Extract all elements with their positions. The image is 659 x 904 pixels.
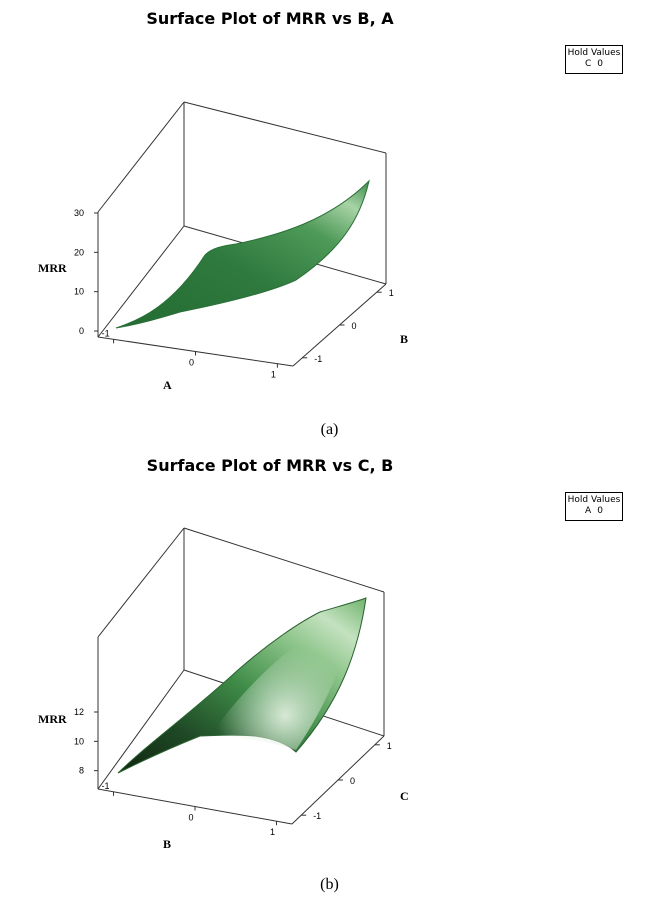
x-tick-label: -1 — [102, 328, 110, 338]
y-tick-label: 0 — [350, 776, 355, 786]
x-tick-label: 0 — [189, 358, 194, 368]
figure-caption: (a) — [0, 421, 659, 439]
y-axis-label: B — [400, 332, 408, 346]
y-tick-label: 1 — [389, 288, 394, 298]
x-tick-label: 0 — [188, 813, 193, 823]
surface-plot-b: Surface Plot of MRR vs C, B Hold Values … — [0, 452, 659, 892]
x-axis-label: A — [163, 378, 172, 392]
box-edge — [98, 102, 184, 212]
z-tick-label: 10 — [74, 736, 84, 746]
y-axis-label: C — [400, 789, 409, 803]
z-tick-label: 20 — [74, 247, 84, 257]
z-axis-label: MRR — [38, 712, 67, 726]
box-edge — [98, 528, 184, 637]
z-axis-label: MRR — [38, 261, 67, 275]
x-tick-label: 1 — [270, 827, 275, 837]
y-tick-label: -1 — [314, 354, 322, 364]
z-tick-label: 10 — [74, 287, 84, 297]
z-tick-label: 12 — [74, 707, 84, 717]
y-tick-label: 1 — [387, 741, 392, 751]
surface-plot-a: Surface Plot of MRR vs B, A Hold Values … — [0, 0, 659, 440]
z-tick-label: 30 — [74, 208, 84, 218]
surface-mesh — [116, 181, 369, 328]
y-tick-label: 0 — [352, 321, 357, 331]
x-tick-label: -1 — [102, 781, 110, 791]
plot-area: 8 10 12 -1 0 1 -1 0 1 MRR B C — [0, 452, 659, 852]
x-axis-label: B — [163, 837, 171, 851]
z-tick-label: 0 — [79, 326, 84, 336]
y-tick-label: -1 — [313, 811, 321, 821]
plot-area: 0 10 20 30 -1 0 1 -1 0 1 MRR A B — [0, 0, 659, 400]
x-tick-label: 1 — [271, 370, 276, 380]
box-edge — [184, 102, 386, 153]
figure-caption: (b) — [0, 876, 659, 894]
box-edge — [184, 528, 384, 592]
z-tick-label: 8 — [79, 766, 84, 776]
